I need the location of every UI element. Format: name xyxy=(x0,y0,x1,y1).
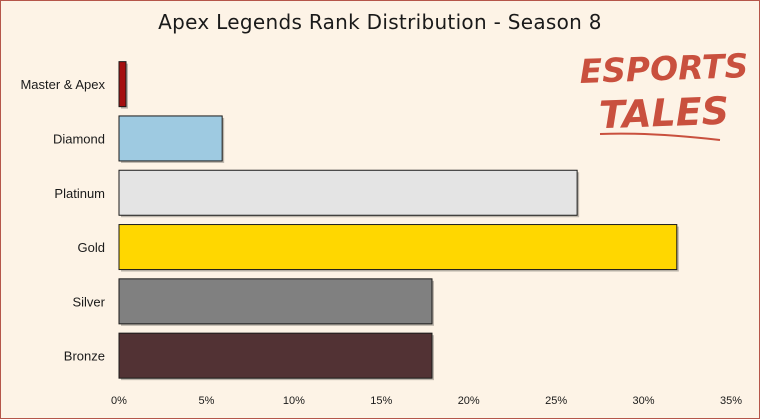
category-label-silver: Silver xyxy=(72,294,105,309)
category-label-master-apex: Master & Apex xyxy=(20,77,105,92)
category-label-bronze: Bronze xyxy=(64,349,105,364)
x-tick-label: 10% xyxy=(283,395,305,407)
bar-silver xyxy=(118,278,433,325)
bar-platinum xyxy=(118,169,578,216)
tick-labels: 0% 5% 10% 15% 20% 25% 30% 35% xyxy=(111,395,742,407)
bar-gold xyxy=(118,224,678,271)
chart-title: Apex Legends Rank Distribution - Season … xyxy=(158,10,602,34)
x-tick-label: 15% xyxy=(370,395,392,407)
category-label-platinum: Platinum xyxy=(54,186,105,201)
bar-bronze xyxy=(118,332,433,379)
x-tick-label: 25% xyxy=(545,395,567,407)
esports-tales-logo: ESPORTS TALES xyxy=(579,46,749,141)
logo-line2: TALES xyxy=(598,89,729,138)
x-tick-label: 20% xyxy=(458,395,480,407)
x-tick-label: 35% xyxy=(720,395,742,407)
x-tick-label: 30% xyxy=(633,395,655,407)
bar-diamond xyxy=(118,115,223,162)
logo-underline xyxy=(599,132,721,141)
x-tick-label: 5% xyxy=(198,395,214,407)
category-label-gold: Gold xyxy=(78,240,105,255)
logo-line1: ESPORTS xyxy=(579,46,749,91)
category-labels: Master & Apex Diamond Platinum Gold Silver Br… xyxy=(20,77,105,364)
x-tick-label: 0% xyxy=(111,395,127,407)
category-label-diamond: Diamond xyxy=(53,131,105,146)
bars-group xyxy=(118,61,679,381)
bar-master-apex xyxy=(118,61,127,108)
